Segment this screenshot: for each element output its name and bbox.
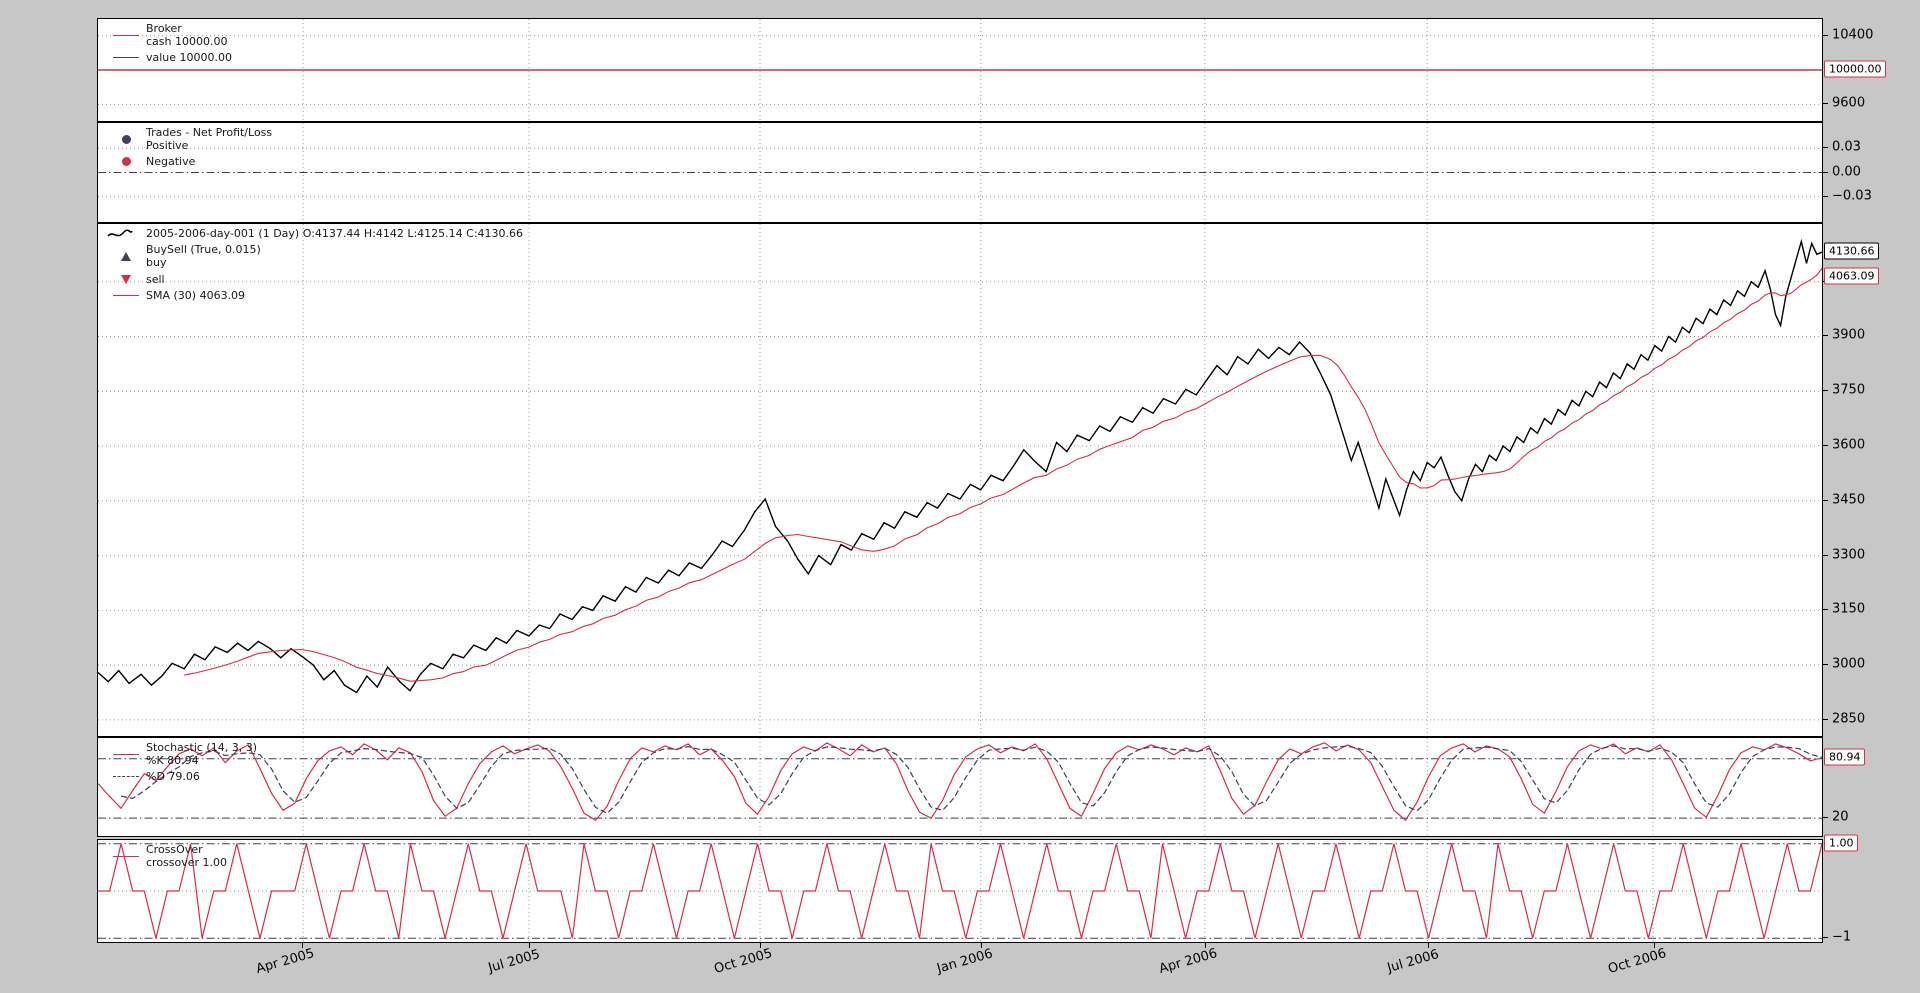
x-tick-mark [1654, 943, 1655, 948]
chart-canvas-trades [98, 123, 1822, 222]
y-tick-label: 10400 [1832, 27, 1874, 43]
y-tick-label: 2850 [1832, 711, 1866, 727]
y-tick-label: 3300 [1832, 547, 1866, 563]
x-tick-label: Jul 2006 [1385, 946, 1441, 977]
y-tick-mark [1823, 817, 1828, 818]
last-value-tag: 4063.09 [1824, 267, 1879, 285]
y-tick-mark [1823, 719, 1828, 720]
y-tick-label: 20 [1832, 809, 1849, 825]
panel-stochastic: Stochastic (14, 3, 3) %K 80.94 %D 79.06 [97, 737, 1823, 837]
last-value-tag: 80.94 [1824, 748, 1865, 766]
y-tick-mark [1823, 555, 1828, 556]
y-tick-label: 3900 [1832, 327, 1866, 343]
y-tick-mark [1823, 172, 1828, 173]
y-tick-mark [1823, 937, 1828, 938]
x-tick-mark [1205, 943, 1206, 948]
series-sma-30- [184, 267, 1822, 682]
y-tick-mark [1823, 390, 1828, 391]
chart-canvas-stoch [98, 738, 1822, 836]
y-tick-label: 3600 [1832, 437, 1866, 453]
panel-crossover: CrossOver crossover 1.00 [97, 839, 1823, 943]
y-tick-mark [1823, 147, 1828, 148]
series-close [98, 238, 1822, 694]
panel-price-chart: 2005-2006-day-001 (1 Day) O:4137.44 H:41… [97, 223, 1823, 737]
y-tick-mark [1823, 335, 1828, 336]
y-tick-mark [1823, 196, 1828, 197]
series-crossover [98, 843, 1822, 939]
y-tick-label: 3450 [1832, 492, 1866, 508]
panel-broker: Broker cash 10000.00 value 10000.00 [97, 18, 1823, 122]
x-tick-label: Apr 2005 [254, 946, 317, 977]
y-tick-label: −1 [1832, 929, 1852, 945]
x-tick-mark [1428, 943, 1429, 948]
last-value-tag: 1.00 [1824, 834, 1858, 852]
x-tick-label: Oct 2005 [712, 946, 775, 977]
chart-canvas-broker [98, 19, 1822, 121]
y-tick-mark [1823, 35, 1828, 36]
y-tick-mark [1823, 609, 1828, 610]
x-tick-mark [760, 943, 761, 948]
last-value-tag: 4130.66 [1824, 242, 1879, 260]
y-tick-mark [1823, 445, 1828, 446]
chart-canvas-cross [98, 840, 1822, 942]
y-tick-label: 3150 [1832, 601, 1866, 617]
last-value-tag: 10000.00 [1824, 60, 1886, 78]
x-tick-mark [529, 943, 530, 948]
x-tick-label: Jul 2005 [486, 946, 542, 977]
y-tick-mark [1823, 103, 1828, 104]
y-tick-label: 0.00 [1832, 164, 1861, 180]
x-tick-mark [981, 943, 982, 948]
y-tick-mark [1823, 500, 1828, 501]
y-tick-label: 3000 [1832, 656, 1866, 672]
x-tick-label: Oct 2006 [1606, 946, 1669, 977]
x-tick-label: Apr 2006 [1157, 946, 1220, 977]
x-tick-mark [302, 943, 303, 948]
y-tick-label: 0.03 [1832, 139, 1861, 155]
series-%d [120, 745, 1822, 814]
x-tick-label: Jan 2006 [935, 946, 995, 977]
chart-canvas-main [98, 224, 1822, 736]
y-tick-label: 9600 [1832, 95, 1866, 111]
series-%k [98, 742, 1822, 822]
y-tick-label: −0.03 [1832, 188, 1872, 204]
panel-trades: Trades - Net Profit/Loss Positive Negative [97, 122, 1823, 223]
y-tick-mark [1823, 664, 1828, 665]
y-tick-label: 3750 [1832, 382, 1866, 398]
